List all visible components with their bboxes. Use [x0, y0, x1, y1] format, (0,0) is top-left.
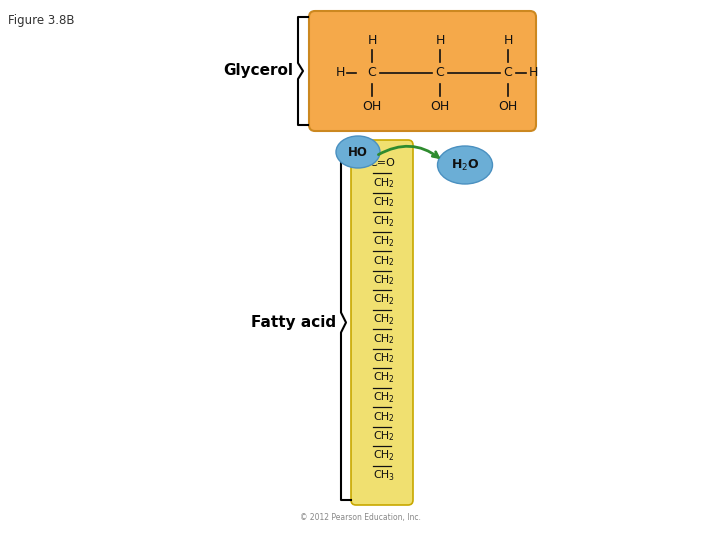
Text: 2: 2 — [389, 375, 393, 384]
Text: CH: CH — [373, 178, 389, 187]
Text: CH: CH — [373, 294, 389, 305]
Text: 2: 2 — [389, 219, 393, 228]
Text: H: H — [367, 33, 377, 46]
Text: 2: 2 — [389, 395, 393, 403]
Text: Fatty acid: Fatty acid — [251, 315, 336, 330]
Text: © 2012 Pearson Education, Inc.: © 2012 Pearson Education, Inc. — [300, 513, 420, 522]
Ellipse shape — [336, 136, 380, 168]
Text: C: C — [368, 66, 377, 79]
Text: CH: CH — [373, 353, 389, 363]
Text: 2: 2 — [389, 336, 393, 345]
Text: CH: CH — [373, 431, 389, 441]
Text: CH: CH — [373, 392, 389, 402]
Text: 2: 2 — [389, 316, 393, 326]
Text: CH: CH — [373, 197, 389, 207]
Text: H: H — [336, 66, 345, 79]
Text: 2: 2 — [389, 278, 393, 287]
Text: 2: 2 — [389, 297, 393, 306]
Text: 2: 2 — [389, 453, 393, 462]
Text: C: C — [503, 66, 513, 79]
Text: Glycerol: Glycerol — [223, 64, 293, 78]
Text: OH: OH — [362, 100, 382, 113]
Text: 2: 2 — [389, 434, 393, 442]
Text: H: H — [503, 33, 513, 46]
Text: OH: OH — [431, 100, 449, 113]
Text: CH: CH — [373, 255, 389, 266]
Text: 2: 2 — [389, 199, 393, 208]
FancyBboxPatch shape — [309, 11, 536, 131]
Text: 3: 3 — [389, 472, 393, 482]
Text: CH: CH — [373, 236, 389, 246]
Text: CH: CH — [373, 334, 389, 343]
Text: CH: CH — [373, 450, 389, 461]
Text: 2: 2 — [389, 414, 393, 423]
FancyBboxPatch shape — [351, 140, 413, 505]
Text: H: H — [436, 33, 445, 46]
Ellipse shape — [438, 146, 492, 184]
Text: CH: CH — [373, 411, 389, 422]
Text: CH: CH — [373, 470, 389, 480]
Text: CH: CH — [373, 373, 389, 382]
Text: H: H — [528, 66, 538, 79]
Text: C=O: C=O — [369, 158, 395, 168]
Text: C: C — [436, 66, 444, 79]
Text: CH: CH — [373, 314, 389, 324]
Text: 2: 2 — [389, 239, 393, 247]
Text: 2: 2 — [389, 355, 393, 364]
Text: CH: CH — [373, 275, 389, 285]
Text: HO: HO — [348, 145, 368, 159]
Text: 2: 2 — [389, 180, 393, 189]
Text: CH: CH — [373, 217, 389, 226]
Text: 2: 2 — [389, 258, 393, 267]
Text: H$_2$O: H$_2$O — [451, 158, 480, 173]
Text: OH: OH — [498, 100, 518, 113]
Text: Figure 3.8B: Figure 3.8B — [8, 14, 74, 27]
